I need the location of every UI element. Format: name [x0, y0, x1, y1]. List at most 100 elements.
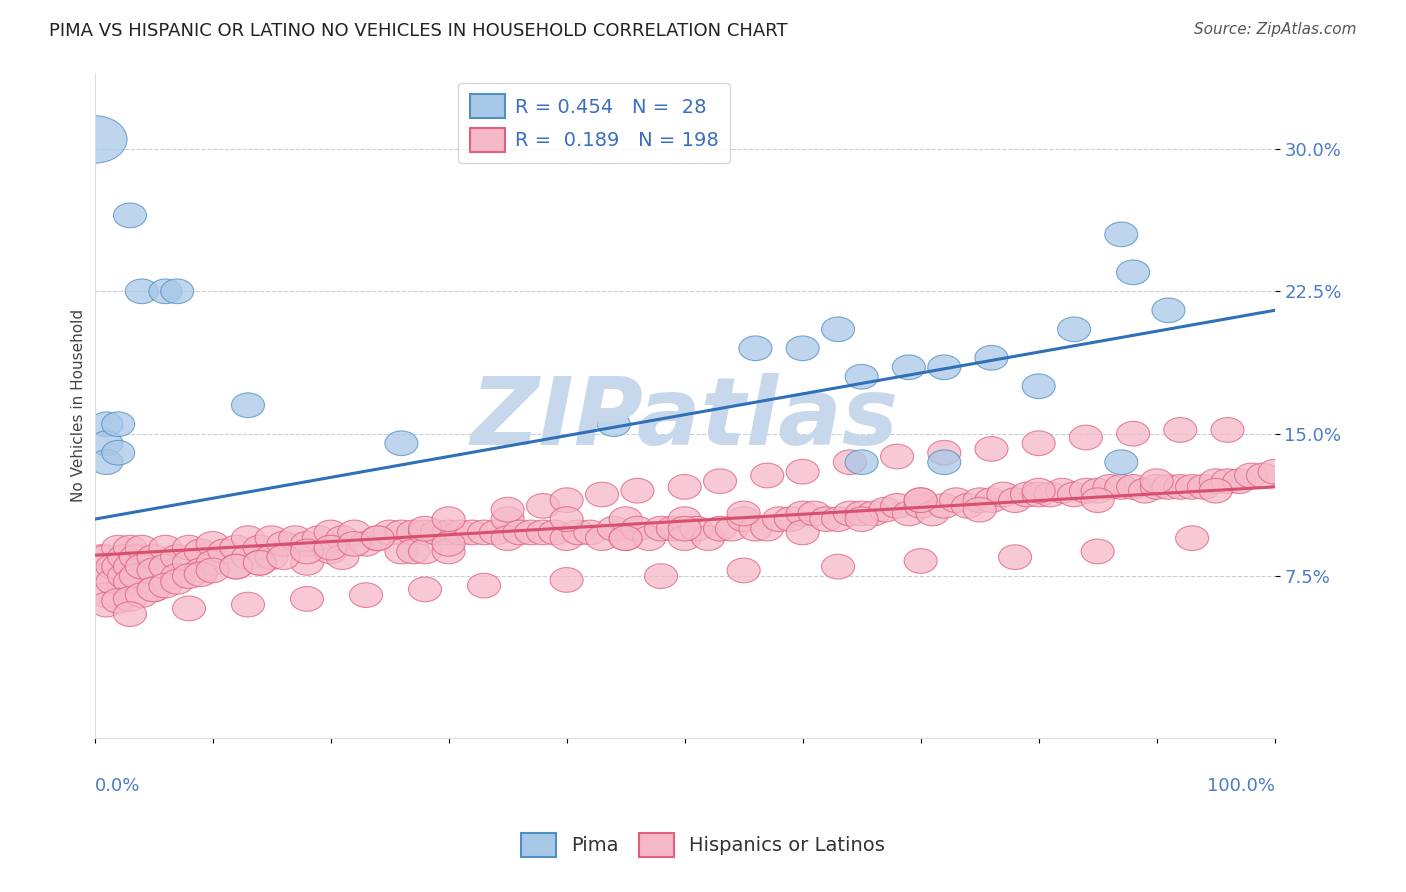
- Ellipse shape: [114, 203, 146, 227]
- Ellipse shape: [125, 582, 159, 607]
- Ellipse shape: [1081, 539, 1114, 564]
- Ellipse shape: [195, 550, 229, 575]
- Ellipse shape: [703, 469, 737, 493]
- Ellipse shape: [963, 498, 997, 522]
- Ellipse shape: [1223, 469, 1256, 493]
- Ellipse shape: [90, 582, 122, 607]
- Ellipse shape: [1211, 417, 1244, 442]
- Ellipse shape: [633, 525, 666, 550]
- Ellipse shape: [550, 525, 583, 550]
- Ellipse shape: [409, 516, 441, 541]
- Ellipse shape: [1175, 475, 1209, 500]
- Ellipse shape: [856, 501, 890, 525]
- Ellipse shape: [1187, 475, 1220, 500]
- Ellipse shape: [821, 554, 855, 579]
- Ellipse shape: [409, 539, 441, 564]
- Ellipse shape: [727, 558, 761, 582]
- Ellipse shape: [1152, 475, 1185, 500]
- Text: ZIPatlas: ZIPatlas: [471, 373, 898, 465]
- Ellipse shape: [291, 539, 323, 564]
- Ellipse shape: [409, 577, 441, 602]
- Ellipse shape: [1033, 483, 1067, 507]
- Ellipse shape: [1199, 469, 1232, 493]
- Ellipse shape: [1070, 478, 1102, 503]
- Ellipse shape: [1081, 488, 1114, 513]
- Ellipse shape: [692, 525, 724, 550]
- Ellipse shape: [928, 450, 960, 475]
- Ellipse shape: [208, 539, 240, 564]
- Ellipse shape: [998, 488, 1032, 513]
- Ellipse shape: [278, 525, 312, 550]
- Ellipse shape: [314, 535, 347, 560]
- Ellipse shape: [657, 516, 689, 541]
- Ellipse shape: [893, 501, 925, 525]
- Ellipse shape: [114, 587, 146, 611]
- Ellipse shape: [160, 279, 194, 303]
- Ellipse shape: [120, 564, 152, 589]
- Ellipse shape: [254, 545, 288, 569]
- Ellipse shape: [987, 483, 1019, 507]
- Ellipse shape: [114, 569, 146, 594]
- Ellipse shape: [821, 317, 855, 342]
- Ellipse shape: [609, 525, 643, 550]
- Ellipse shape: [149, 574, 181, 598]
- Ellipse shape: [267, 545, 299, 569]
- Ellipse shape: [1105, 475, 1137, 500]
- Ellipse shape: [550, 507, 583, 532]
- Ellipse shape: [184, 558, 218, 582]
- Ellipse shape: [869, 498, 901, 522]
- Ellipse shape: [716, 516, 748, 541]
- Y-axis label: No Vehicles in Household: No Vehicles in Household: [72, 309, 86, 502]
- Ellipse shape: [1011, 483, 1043, 507]
- Ellipse shape: [609, 507, 643, 532]
- Ellipse shape: [173, 535, 205, 560]
- Ellipse shape: [90, 545, 122, 569]
- Ellipse shape: [1046, 478, 1078, 503]
- Ellipse shape: [775, 507, 807, 532]
- Ellipse shape: [314, 539, 347, 564]
- Ellipse shape: [1199, 478, 1232, 503]
- Ellipse shape: [101, 412, 135, 436]
- Ellipse shape: [373, 520, 406, 545]
- Ellipse shape: [668, 475, 702, 500]
- Ellipse shape: [219, 554, 253, 579]
- Ellipse shape: [184, 539, 218, 564]
- Ellipse shape: [479, 520, 512, 545]
- Ellipse shape: [160, 545, 194, 569]
- Ellipse shape: [703, 516, 737, 541]
- Ellipse shape: [232, 525, 264, 550]
- Ellipse shape: [125, 279, 159, 303]
- Ellipse shape: [1022, 374, 1054, 399]
- Ellipse shape: [668, 507, 702, 532]
- Ellipse shape: [1022, 483, 1054, 507]
- Ellipse shape: [195, 558, 229, 582]
- Ellipse shape: [845, 365, 879, 389]
- Ellipse shape: [149, 535, 181, 560]
- Ellipse shape: [904, 493, 938, 518]
- Ellipse shape: [254, 525, 288, 550]
- Ellipse shape: [84, 545, 117, 569]
- Ellipse shape: [893, 355, 925, 380]
- Ellipse shape: [314, 520, 347, 545]
- Ellipse shape: [136, 558, 170, 582]
- Ellipse shape: [101, 441, 135, 465]
- Ellipse shape: [786, 520, 820, 545]
- Ellipse shape: [762, 507, 796, 532]
- Ellipse shape: [409, 520, 441, 545]
- Ellipse shape: [1070, 425, 1102, 450]
- Ellipse shape: [90, 412, 122, 436]
- Ellipse shape: [963, 488, 997, 513]
- Ellipse shape: [810, 507, 842, 532]
- Ellipse shape: [668, 525, 702, 550]
- Ellipse shape: [136, 577, 170, 602]
- Ellipse shape: [974, 436, 1008, 461]
- Ellipse shape: [432, 520, 465, 545]
- Ellipse shape: [1022, 478, 1054, 503]
- Ellipse shape: [845, 507, 879, 532]
- Ellipse shape: [90, 450, 122, 475]
- Ellipse shape: [751, 463, 783, 488]
- Ellipse shape: [740, 516, 772, 541]
- Ellipse shape: [232, 392, 264, 417]
- Ellipse shape: [350, 532, 382, 557]
- Ellipse shape: [160, 564, 194, 589]
